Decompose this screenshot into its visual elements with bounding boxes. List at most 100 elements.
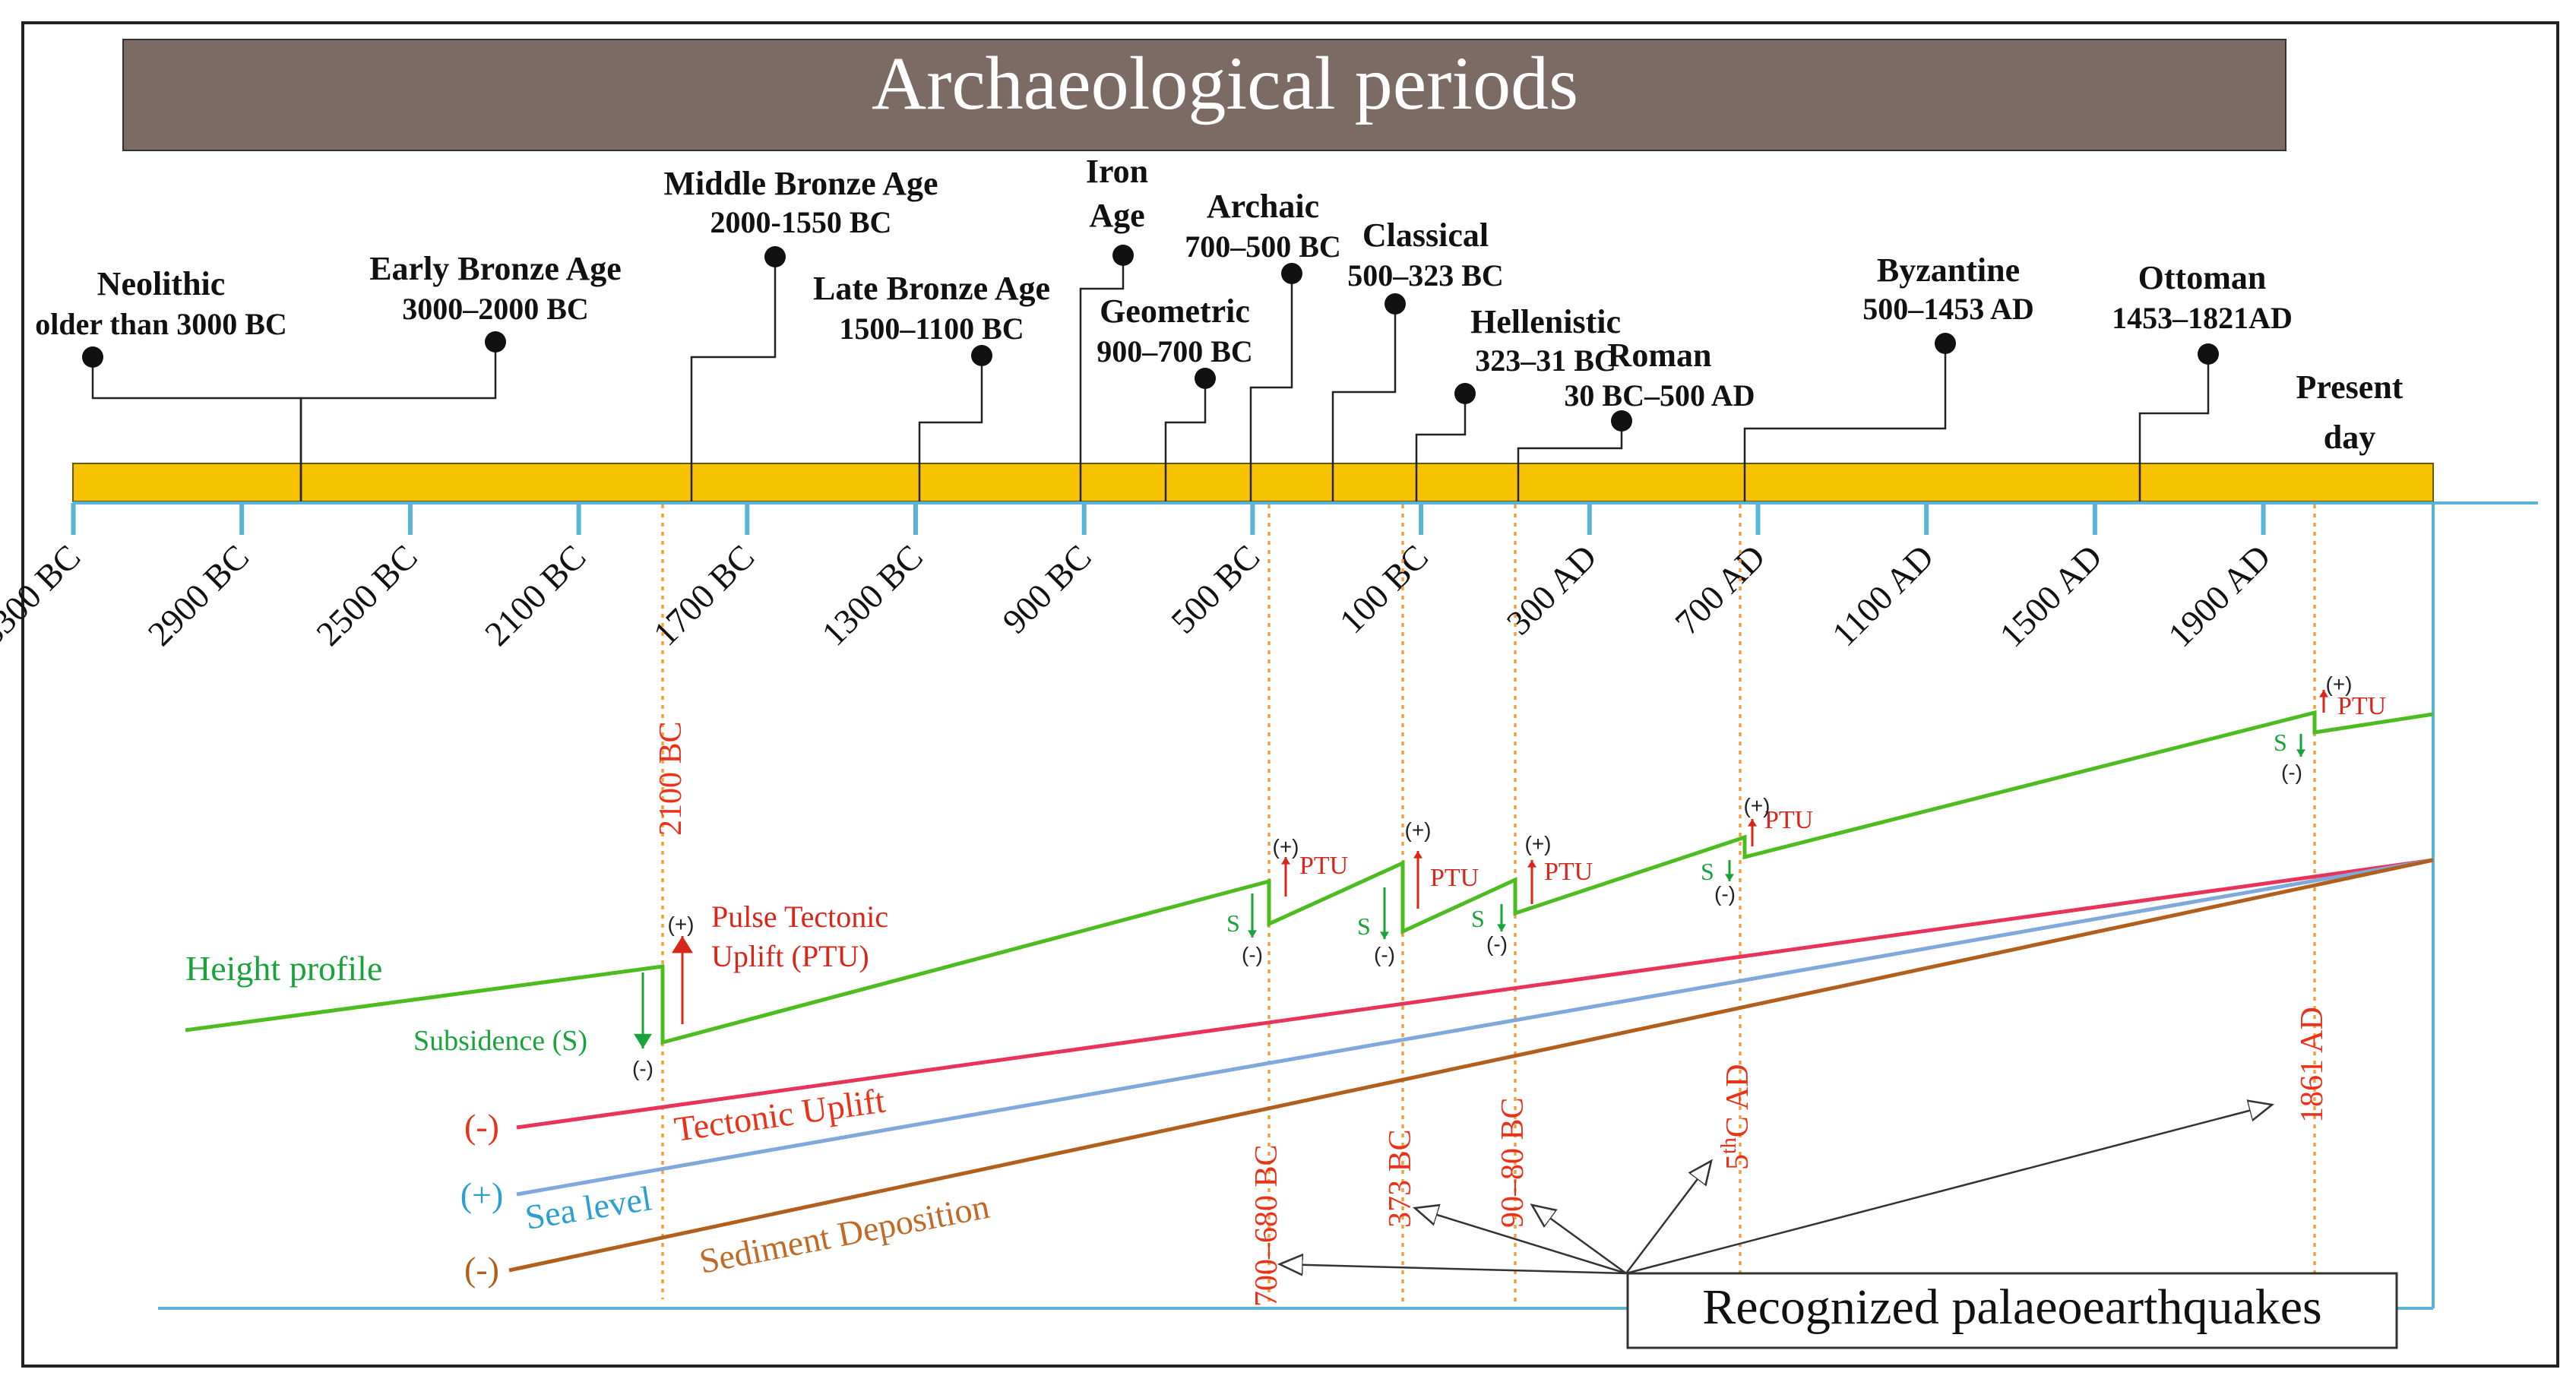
period-connector xyxy=(1331,304,1397,501)
tectonic-uplift-line xyxy=(516,858,2434,1130)
timeline-bar xyxy=(72,463,2434,502)
period-dot xyxy=(1611,410,1632,432)
s-label: S xyxy=(1357,912,1371,940)
subsidence-arrow-head xyxy=(634,1033,652,1048)
title-text: Archaeological periods xyxy=(872,41,1578,125)
period-name: Byzantine xyxy=(1877,251,2020,289)
period-dates: 30 BC–500 AD xyxy=(1564,378,1755,413)
s-label: S xyxy=(1701,858,1714,885)
period-connector xyxy=(299,342,497,501)
subsidence-small-arrow-head xyxy=(1497,924,1506,931)
period-dates: 1453–1821AD xyxy=(2112,301,2293,335)
ptu-small-plus: (+) xyxy=(1405,818,1432,842)
tick-label: 100 BC xyxy=(1332,537,1435,640)
period-connector xyxy=(2138,354,2210,501)
ptu-small-plus: (+) xyxy=(1744,794,1771,817)
sea-level-line xyxy=(516,858,2434,1197)
period-dot xyxy=(1281,263,1302,284)
period-dot xyxy=(1935,333,1956,354)
quake-5th-rest: C AD xyxy=(1720,1064,1755,1137)
s-small-minus: (-) xyxy=(1486,932,1508,956)
tick-label: 900 BC xyxy=(995,537,1098,640)
period-name: Middle Bronze Age xyxy=(664,165,938,202)
period-name: Early Bronze Age xyxy=(369,250,622,287)
period-dates: 500–323 BC xyxy=(1347,258,1504,293)
tick-label: 2100 BC xyxy=(477,537,593,653)
period-dates: 500–1453 AD xyxy=(1862,292,2034,326)
ptu-plus: (+) xyxy=(668,912,695,936)
recognition-arrow xyxy=(1280,1264,1627,1273)
recognition-arrows xyxy=(1280,1105,2272,1273)
ptu-small-arrow-head xyxy=(1281,857,1290,865)
recognition-arrow xyxy=(1532,1205,1627,1275)
uplift-ptu-label: Uplift (PTU) xyxy=(711,939,869,973)
period-dates: 900–700 BC xyxy=(1097,334,1253,368)
s-minus: (-) xyxy=(632,1057,653,1080)
period-dot xyxy=(1385,293,1406,315)
ptu-label: PTU xyxy=(1764,806,1813,834)
ptu-small-arrow-head xyxy=(1413,851,1422,859)
tick-label: 1100 AD xyxy=(1824,537,1941,653)
earthquake-label: 1861 AD xyxy=(2295,1007,2330,1123)
recognized-label: Recognized palaeoearthquakes xyxy=(1702,1279,2321,1335)
recognition-arrow xyxy=(1625,1161,1711,1274)
ptu-small-plus: (+) xyxy=(1525,832,1552,855)
period-name: Archaic xyxy=(1207,188,1319,225)
period-dot xyxy=(1195,368,1216,389)
period-dates: older than 3000 BC xyxy=(35,307,287,341)
period-dates: 323–31 BC xyxy=(1475,343,1616,378)
ptu-small-arrow-head xyxy=(1748,819,1757,827)
tick-label: 3300 BC xyxy=(0,537,88,653)
ptu-arrow-head xyxy=(672,936,693,953)
subsidence-small-arrow-head xyxy=(1380,931,1389,939)
tick-label: 1900 AD xyxy=(2160,537,2277,654)
period-connector xyxy=(1517,421,1623,501)
tick-label: 1300 BC xyxy=(814,537,930,653)
present-day-label-2: day xyxy=(2324,419,2375,456)
pulse-tectonic-label: Pulse Tectonic xyxy=(711,900,888,934)
period-dates: 1500–1100 BC xyxy=(839,312,1024,346)
sediment-minus: (-) xyxy=(464,1250,499,1289)
ptu-small-arrow-head xyxy=(1527,860,1536,868)
tick-label: 500 BC xyxy=(1163,537,1267,640)
period-connector xyxy=(1415,394,1467,501)
period-connector xyxy=(1164,378,1207,501)
s-label: S xyxy=(1226,909,1240,937)
s-small-minus: (-) xyxy=(1242,943,1263,966)
sea-level-label: Sea level xyxy=(523,1178,654,1237)
outer-frame xyxy=(21,21,2559,1368)
period-name: Iron xyxy=(1086,153,1148,190)
earthquake-label: 373 BC xyxy=(1383,1129,1418,1228)
period-name: Classical xyxy=(1362,217,1489,254)
period-connector xyxy=(1743,343,1947,501)
period-name: Geometric xyxy=(1100,293,1250,330)
subsidence-small-arrow-head xyxy=(1725,874,1734,881)
tectonic-minus: (-) xyxy=(464,1107,499,1146)
tick-label: 2500 BC xyxy=(309,537,425,653)
period-labels: Neolithic older than 3000 BC Early Bronze … xyxy=(35,153,2293,501)
title-banner xyxy=(122,39,2286,151)
period-dates: 700–500 BC xyxy=(1185,229,1341,264)
tick-label: 2900 BC xyxy=(141,537,257,653)
period-name: Ottoman xyxy=(2138,259,2267,296)
period-dot xyxy=(485,331,506,353)
period-dot xyxy=(1112,245,1134,266)
period-dot xyxy=(82,346,103,368)
ptu-small-plus: (+) xyxy=(2326,672,2353,696)
s-label: S xyxy=(2274,729,2287,756)
period-name-line2: Age xyxy=(1089,197,1144,234)
ptu-small-plus: (+) xyxy=(1273,835,1299,859)
period-connector xyxy=(1249,274,1293,501)
period-connector xyxy=(1079,255,1125,501)
quake-5th-main: 5 xyxy=(1720,1154,1755,1170)
present-day-label-1: Present xyxy=(2296,368,2404,406)
earthquake-label: 90–80 BC xyxy=(1495,1097,1530,1228)
recognition-arrow xyxy=(1625,1105,2272,1275)
ptu-label: PTU xyxy=(1299,852,1348,880)
height-profile-label: Height profile xyxy=(185,949,382,988)
sediment-line xyxy=(508,858,2434,1273)
period-connector xyxy=(918,356,983,501)
ptu-label: PTU xyxy=(1430,864,1479,892)
period-dates: 3000–2000 BC xyxy=(402,292,589,326)
